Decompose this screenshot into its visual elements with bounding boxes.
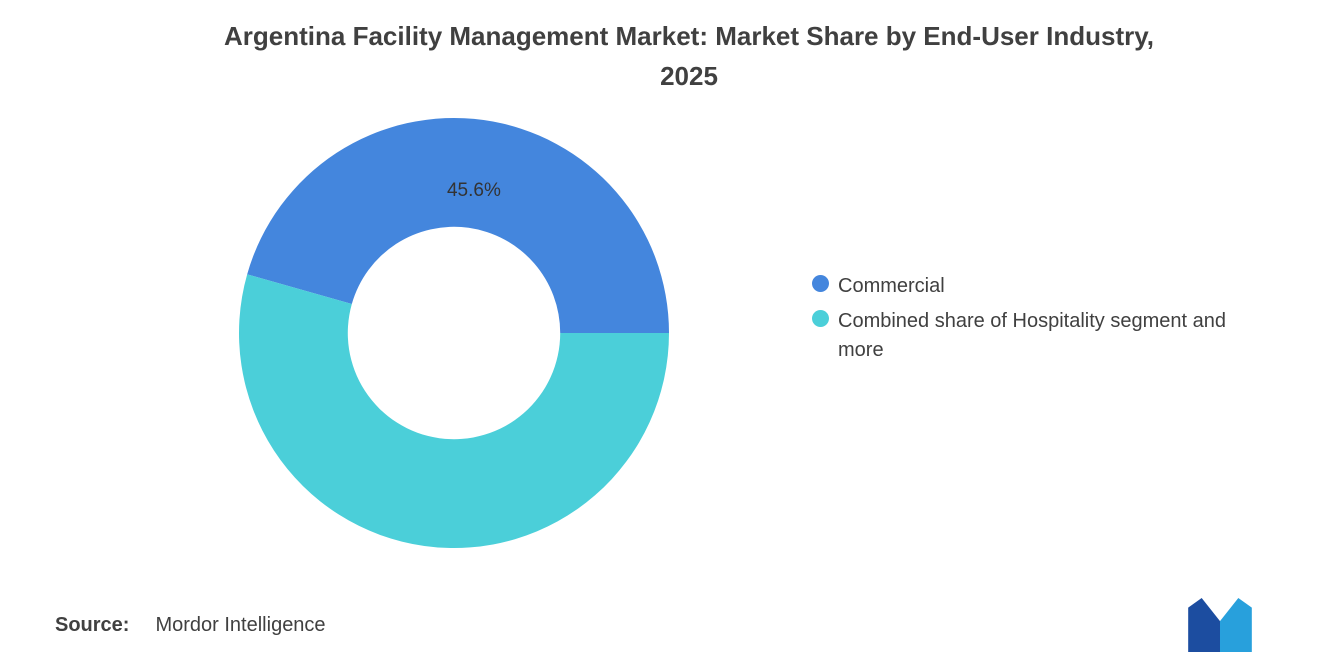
slice-data-label: 45.6% <box>447 180 501 201</box>
legend-item-1[interactable]: Combined share of Hospitality segment an… <box>812 307 1282 365</box>
source-label: Source: <box>55 614 130 636</box>
logo-right-shape <box>1220 598 1252 652</box>
legend-label: Combined share of Hospitality segment an… <box>838 310 1226 361</box>
legend: Commercial Combined share of Hospitality … <box>812 272 1282 371</box>
legend-item-0[interactable]: Commercial <box>812 272 1282 301</box>
legend-marker-icon <box>812 310 829 327</box>
donut-slice-1[interactable] <box>238 274 669 548</box>
donut-slice-0[interactable] <box>247 118 669 334</box>
mordor-intelligence-logo <box>1188 598 1252 652</box>
source-line: Source: Mordor Intelligence <box>55 614 326 637</box>
source-value: Mordor Intelligence <box>155 614 326 636</box>
legend-marker-icon <box>812 275 829 292</box>
legend-label: Commercial <box>838 275 945 297</box>
chart-title-line2: 2025 <box>660 61 718 91</box>
chart-title: Argentina Facility Management Market: Ma… <box>58 16 1320 96</box>
logo-left-shape <box>1188 598 1220 652</box>
donut-chart: 45.6% <box>238 118 669 548</box>
chart-title-line1: Argentina Facility Management Market: Ma… <box>224 21 1154 51</box>
